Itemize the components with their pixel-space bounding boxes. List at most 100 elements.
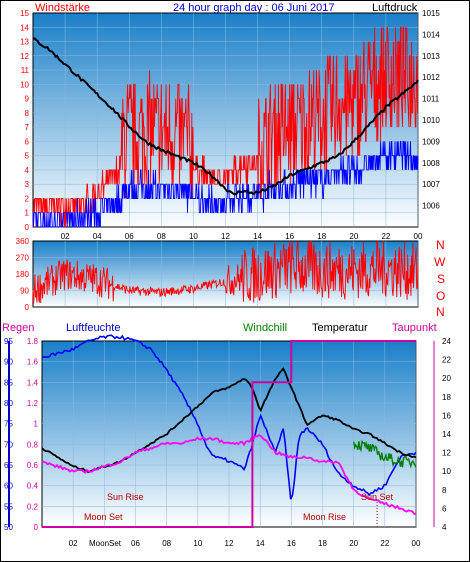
pressure-tick-label: 1010	[422, 116, 440, 125]
pressure-tick-label: 1015	[422, 9, 440, 18]
temperature-tick-label: 22	[442, 356, 451, 365]
wind-tick-label: 14	[20, 23, 29, 32]
pressure-tick-label: 1006	[422, 202, 440, 211]
temperature-time-tick-label: 14	[256, 539, 265, 548]
moon-rise-label: Moon Rise	[303, 512, 346, 522]
wind-time-tick-label: 20	[349, 232, 358, 241]
legend-windchill: Windchill	[243, 322, 287, 334]
pressure-axis-labels: 1006 1007 1008 1009 1010 1011 1012 1013 1014 1015	[422, 9, 440, 211]
wind-time-tick-label: 12	[221, 232, 230, 241]
wind-time-tick-label: 22	[381, 232, 390, 241]
wind-gust-series	[32, 26, 418, 228]
rain-tick-label: 1.8	[27, 337, 39, 346]
temperature-tick-label: 4	[442, 523, 447, 532]
temperature-time-labels: 02 06 08 10 12 14 16 18 20 22 00	[69, 539, 421, 548]
temperature-axis-labels: 4 6 8 10 12 14 16 18 20 22 24	[442, 337, 451, 532]
wind-tick-label: 13	[20, 38, 29, 47]
direction-tick-label: 90	[20, 287, 29, 296]
wind-tick-label: 2	[25, 194, 30, 203]
wind-tick-label: 15	[20, 9, 29, 18]
pressure-tick-label: 1013	[422, 52, 440, 61]
wind-tick-label: 3	[25, 180, 30, 189]
wind-tick-label: 10	[20, 80, 29, 89]
wind-tick-label: 0	[25, 223, 30, 232]
compass-o: O	[436, 289, 445, 303]
wind-tick-label: 9	[25, 95, 30, 104]
wind-tick-label: 1	[25, 209, 30, 218]
rain-tick-label: 0.6	[27, 461, 39, 470]
wind-time-tick-label: 18	[317, 232, 326, 241]
temperature-tick-label: 14	[442, 430, 451, 439]
temperature-time-tick-label: 10	[193, 539, 202, 548]
wind-tick-label: 8	[25, 109, 30, 118]
rain-line	[42, 340, 416, 528]
wind-strength-label: Windstärke	[35, 2, 90, 14]
legend-temperatur: Temperatur	[312, 322, 368, 334]
wind-tick-label: 12	[20, 52, 29, 61]
temperature-tick-label: 18	[442, 393, 451, 402]
rain-tick-label: 1.2	[27, 399, 39, 408]
wind-tick-label: 11	[21, 66, 30, 75]
legend-taupunkt: Taupunkt	[392, 322, 437, 334]
pressure-label: Luftdruck	[372, 2, 418, 14]
rain-tick-label: 0.8	[27, 440, 39, 449]
direction-tick-label: 180	[16, 270, 30, 279]
direction-axis-labels: 0 90 180 270 360	[16, 237, 30, 312]
graph-title: 24 hour graph day : 06 Juni 2017	[173, 2, 334, 14]
compass-labels: N W S O N	[434, 238, 446, 319]
rain-axis-labels: 0 0.2 0.4 0.6 0.8 1 1.2 1.4 1.6 1.8	[27, 337, 39, 532]
wind-time-tick-label: 04	[93, 232, 102, 241]
legend-luftfeuchte: Luftfeuchte	[66, 322, 120, 334]
wind-time-tick-label: 06	[125, 232, 134, 241]
pressure-tick-label: 1008	[422, 159, 440, 168]
temperature-tick-label: 16	[442, 411, 451, 420]
compass-n-bottom: N	[436, 305, 445, 319]
pressure-tick-label: 1014	[422, 30, 440, 39]
temperature-tick-label: 10	[442, 467, 451, 476]
legend-regen: Regen	[2, 322, 34, 334]
wind-time-tick-label: 00	[414, 232, 423, 241]
wind-tick-label: 5	[25, 152, 30, 161]
rain-tick-label: 0	[34, 523, 39, 532]
wind-time-labels: 02 04 06 08 10 12 14 16 18 20 22 00	[61, 232, 423, 241]
wind-time-tick-label: 02	[61, 232, 70, 241]
wind-direction-line	[32, 239, 419, 305]
humidity-line	[41, 334, 417, 500]
wind-time-tick-label: 08	[157, 232, 166, 241]
wind-tick-label: 7	[25, 123, 30, 132]
pressure-tick-label: 1007	[422, 180, 440, 189]
sun-set-label: Sun Set	[361, 492, 394, 502]
wind-time-tick-label: 10	[189, 232, 198, 241]
wind-gust-line	[32, 26, 418, 228]
temperature-time-tick-label: 16	[287, 539, 296, 548]
direction-tick-label: 270	[16, 254, 30, 263]
pressure-line	[32, 37, 419, 196]
compass-w: W	[434, 255, 446, 269]
dewpoint-line	[41, 434, 417, 515]
direction-tick-label: 360	[16, 237, 30, 246]
pressure-tick-label: 1012	[422, 73, 440, 82]
rain-tick-label: 0.2	[27, 502, 39, 511]
rain-tick-label: 0.4	[27, 482, 39, 491]
rain-tick-label: 1.4	[27, 378, 39, 387]
temperature-time-tick-label: 02	[69, 539, 78, 548]
pressure-tick-label: 1009	[422, 137, 440, 146]
compass-n-top: N	[436, 238, 445, 252]
direction-tick-label: 0	[25, 303, 30, 312]
temperature-tick-label: 8	[442, 486, 447, 495]
wind-average-series	[32, 140, 419, 228]
wind-time-tick-label: 16	[285, 232, 294, 241]
moon-set-label: Moon Set	[84, 512, 123, 522]
temperature-time-tick-label: 20	[349, 539, 358, 548]
wind-tick-label: 4	[25, 166, 30, 175]
temperature-time-tick-label: 12	[225, 539, 234, 548]
wind-average-line	[32, 140, 419, 228]
temperature-time-tick-label: 00	[412, 539, 421, 548]
moonset-axis-label: MoonSet	[89, 539, 122, 548]
temperature-tick-label: 6	[442, 504, 447, 513]
rain-tick-label: 1	[34, 420, 39, 429]
wind-time-tick-label: 14	[253, 232, 262, 241]
